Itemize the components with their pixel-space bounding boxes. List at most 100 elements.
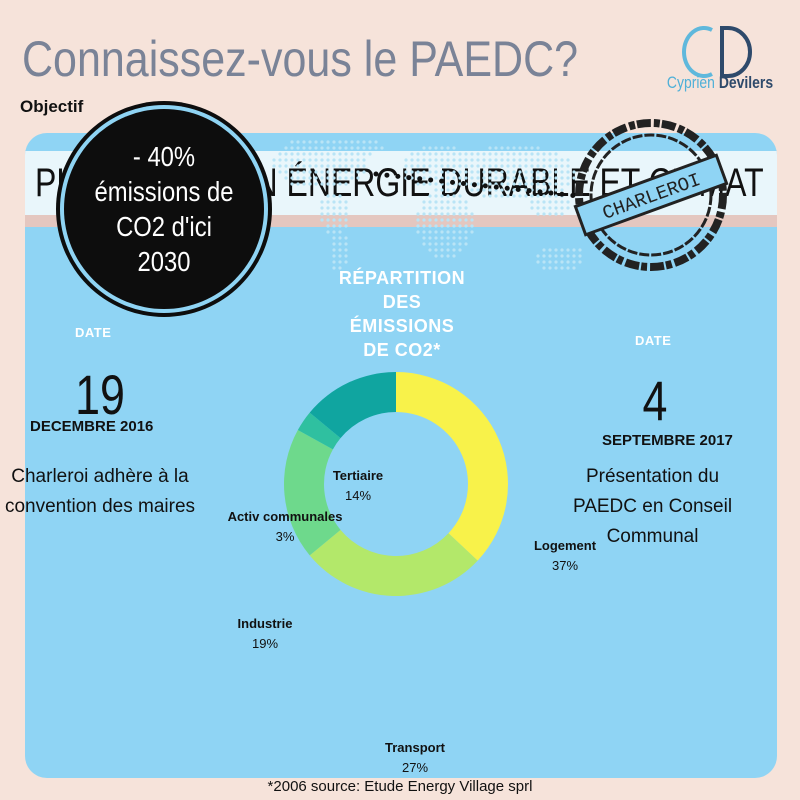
map-dot — [560, 200, 564, 204]
slice-name: Logement — [533, 538, 597, 553]
map-dot — [572, 266, 576, 270]
map-dot — [446, 170, 450, 174]
slice-name: Activ communales — [227, 509, 343, 524]
map-dot — [416, 230, 420, 234]
map-dot — [554, 248, 558, 252]
map-dot — [488, 146, 492, 150]
map-dot — [506, 182, 510, 186]
map-dot — [332, 152, 336, 156]
map-dot — [488, 188, 492, 192]
map-dot — [434, 170, 438, 174]
map-dot — [422, 224, 426, 228]
map-dot — [344, 260, 348, 264]
map-dot — [338, 266, 342, 270]
map-dot — [416, 158, 420, 162]
map-dot — [338, 140, 342, 144]
map-dot — [554, 164, 558, 168]
map-dot — [320, 218, 324, 222]
map-dot — [428, 224, 432, 228]
map-dot — [482, 170, 486, 174]
map-dot — [458, 182, 462, 186]
map-dot — [314, 158, 318, 162]
map-dot — [440, 224, 444, 228]
map-dot — [542, 266, 546, 270]
map-dot — [440, 200, 444, 204]
map-dot — [572, 254, 576, 258]
objective-label: Objectif — [20, 97, 84, 116]
map-dot — [542, 248, 546, 252]
map-dot — [434, 182, 438, 186]
map-dot — [476, 176, 480, 180]
map-dot — [326, 230, 330, 234]
map-dot — [554, 170, 558, 174]
map-dot — [422, 170, 426, 174]
map-dot — [542, 188, 546, 192]
map-dot — [536, 212, 540, 216]
map-dot — [518, 170, 522, 174]
map-dot — [332, 164, 336, 168]
map-dot — [458, 212, 462, 216]
map-dot — [314, 164, 318, 168]
map-dot — [572, 176, 576, 180]
map-dot — [428, 236, 432, 240]
map-dot — [428, 200, 432, 204]
map-dot — [560, 248, 564, 252]
map-dot — [422, 182, 426, 186]
map-dot — [422, 236, 426, 240]
map-dot — [434, 188, 438, 192]
map-dot — [548, 152, 552, 156]
map-dot — [488, 176, 492, 180]
map-dot — [428, 248, 432, 252]
source-footnote: *2006 source: Etude Energy Village sprl — [267, 778, 533, 795]
map-dot — [464, 206, 468, 210]
map-dot — [428, 152, 432, 156]
map-dot — [422, 146, 426, 150]
map-dot — [524, 194, 528, 198]
map-dot — [464, 224, 468, 228]
map-dot — [452, 176, 456, 180]
map-dot — [446, 248, 450, 252]
map-dot — [284, 170, 288, 174]
map-dot — [452, 146, 456, 150]
map-dot — [512, 164, 516, 168]
map-dot — [302, 182, 306, 186]
map-dot — [512, 146, 516, 150]
map-dot — [572, 170, 576, 174]
map-dot — [494, 158, 498, 162]
slice-label-logement: Logement 37% — [520, 536, 610, 576]
map-dot — [332, 146, 336, 150]
map-dot — [542, 152, 546, 156]
map-dot — [458, 170, 462, 174]
map-dot — [356, 170, 360, 174]
map-dot — [308, 146, 312, 150]
map-dot — [434, 254, 438, 258]
map-dot — [338, 254, 342, 258]
map-dot — [578, 248, 582, 252]
map-dot — [332, 194, 336, 198]
map-dot — [440, 194, 444, 198]
map-dot — [290, 140, 294, 144]
map-dot — [536, 206, 540, 210]
map-dot — [536, 176, 540, 180]
map-dot — [482, 188, 486, 192]
map-dot — [464, 212, 468, 216]
left-month: DECEMBRE 2016 — [30, 418, 154, 435]
map-dot — [458, 176, 462, 180]
map-dot — [356, 146, 360, 150]
map-dot — [446, 236, 450, 240]
map-dot — [458, 230, 462, 234]
map-dot — [554, 206, 558, 210]
map-dot — [326, 194, 330, 198]
map-dot — [320, 176, 324, 180]
map-dot — [344, 176, 348, 180]
map-dot — [524, 146, 528, 150]
map-dot — [320, 212, 324, 216]
map-dot — [500, 188, 504, 192]
map-dot — [464, 152, 468, 156]
map-dot — [338, 212, 342, 216]
map-dot — [428, 206, 432, 210]
map-dot — [530, 182, 534, 186]
map-dot — [404, 158, 408, 162]
map-dot — [332, 236, 336, 240]
map-dot — [338, 200, 342, 204]
